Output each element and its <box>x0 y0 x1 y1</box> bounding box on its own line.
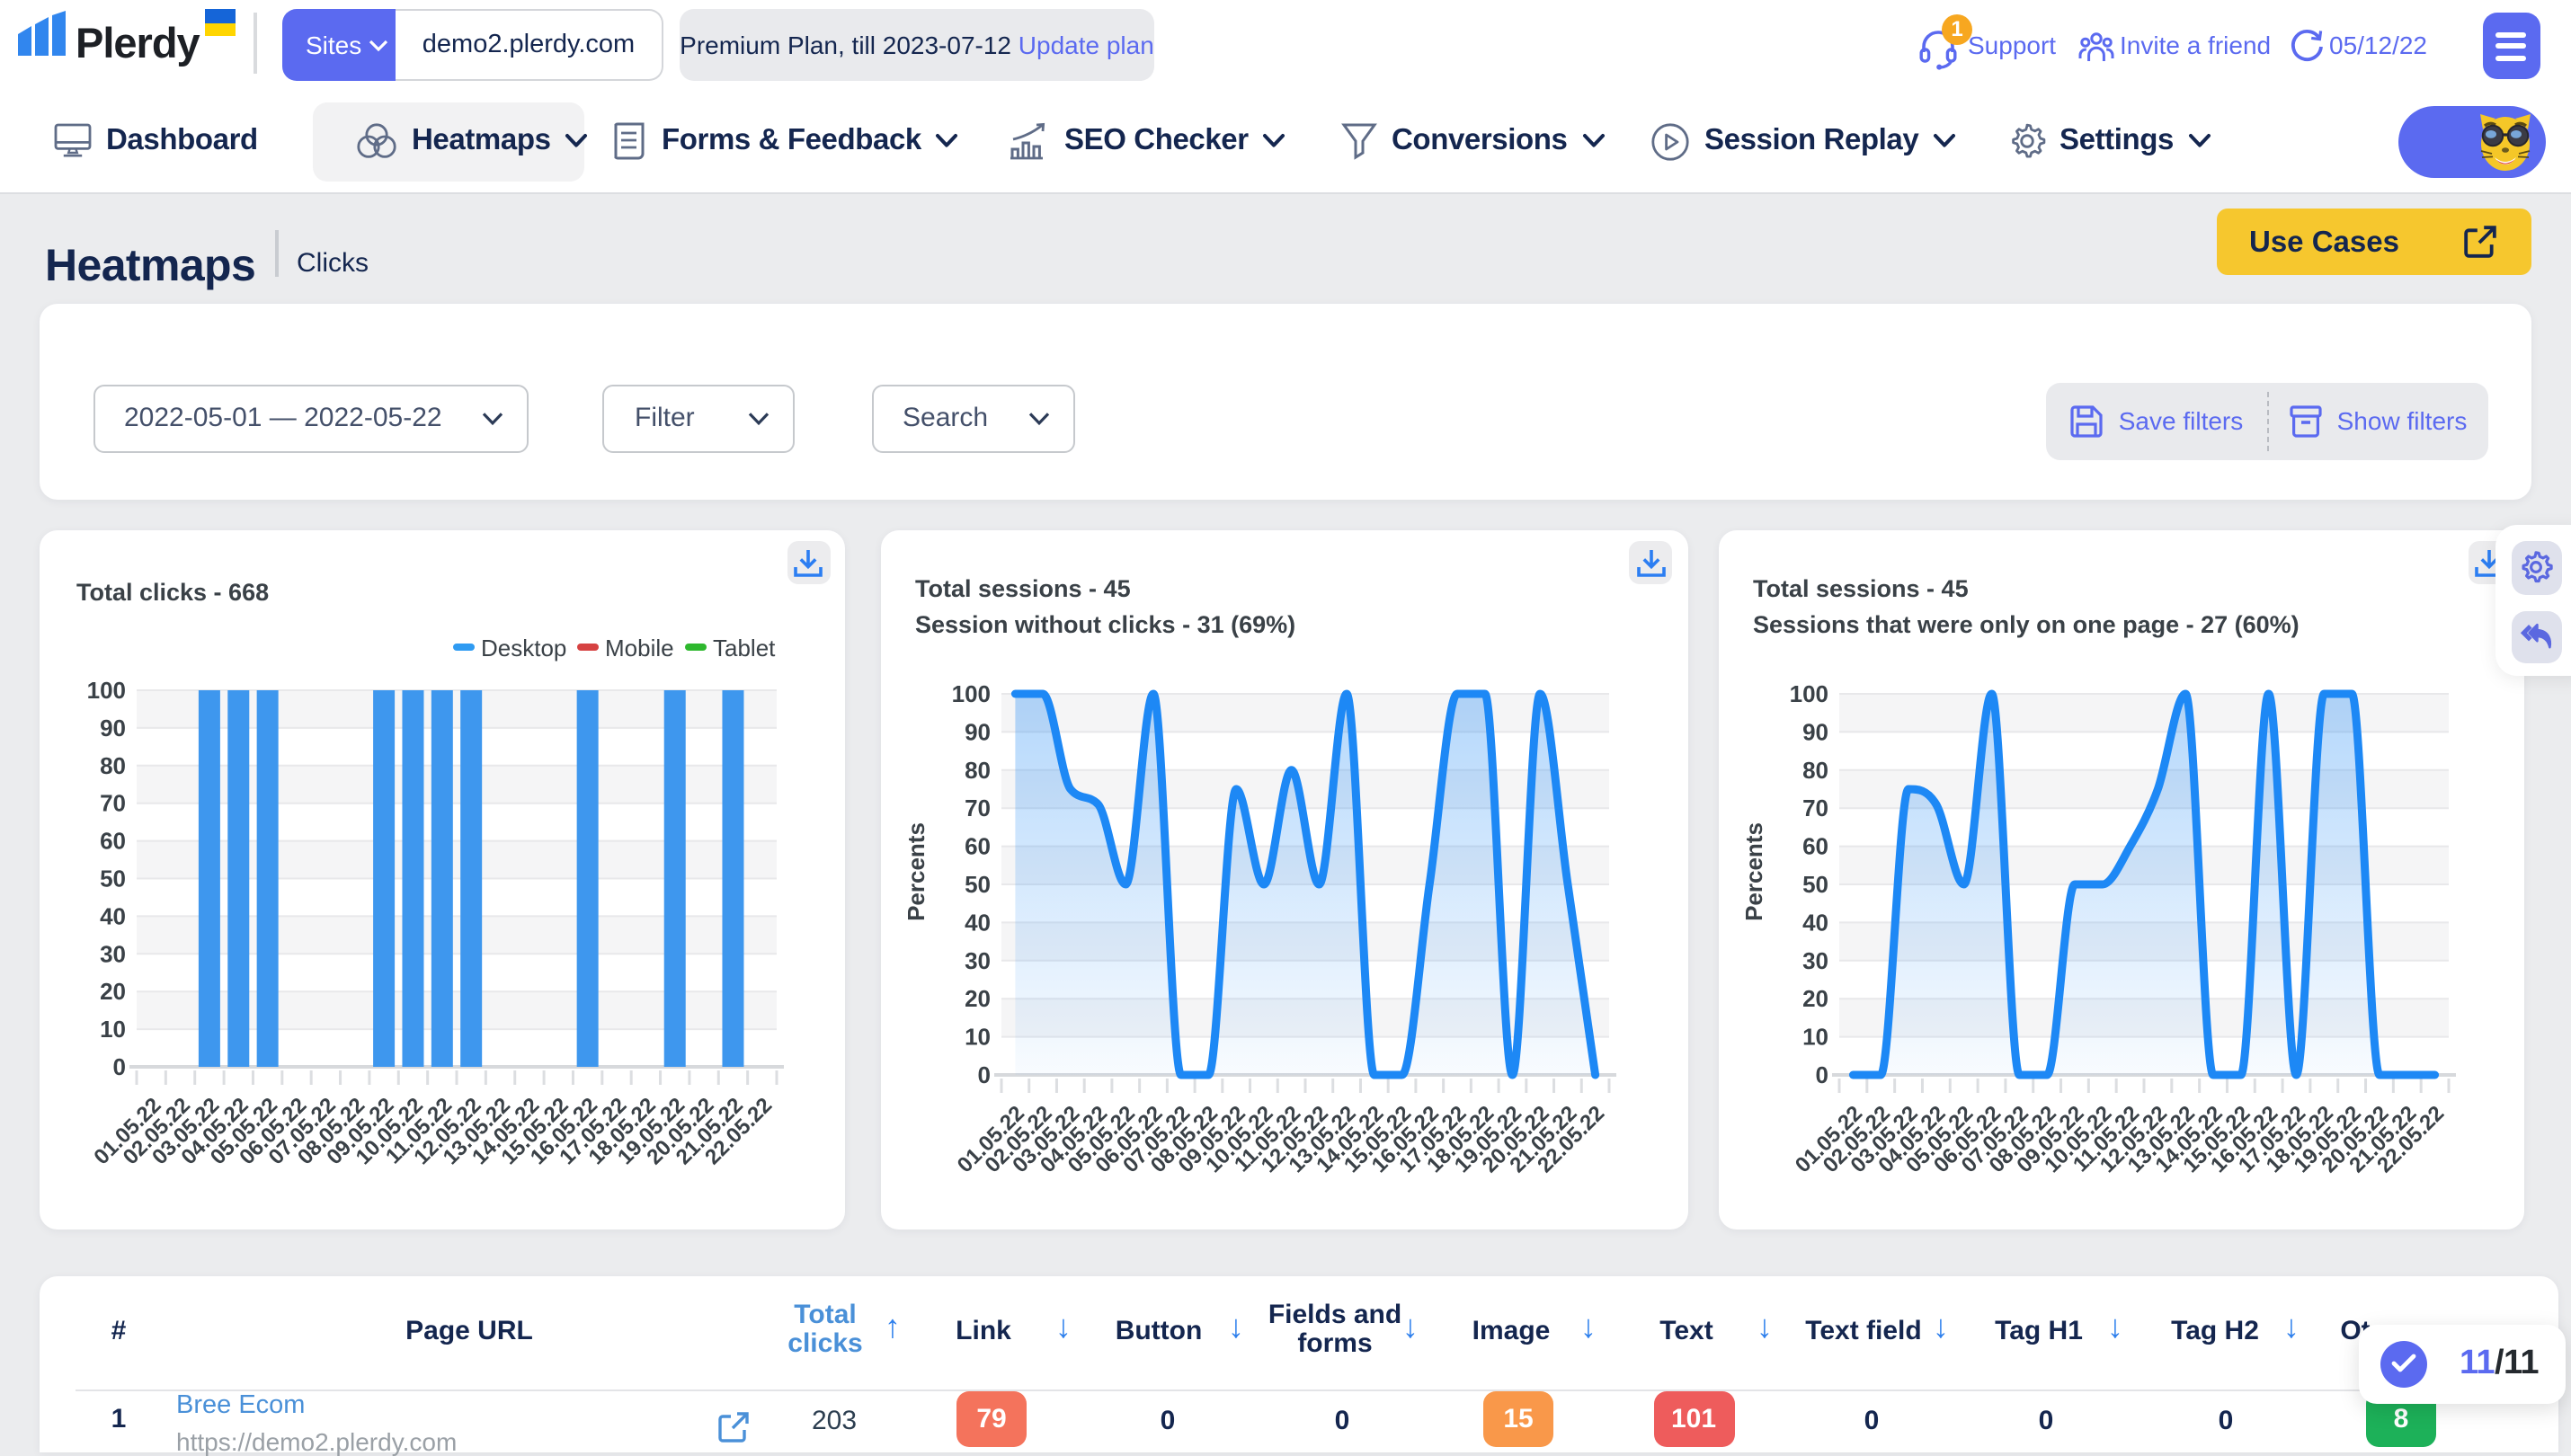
svg-text:40: 40 <box>1802 909 1828 936</box>
svg-text:90: 90 <box>1802 718 1828 745</box>
svg-text:0: 0 <box>1816 1061 1828 1088</box>
svg-text:50: 50 <box>965 871 991 898</box>
svg-text:50: 50 <box>1802 871 1828 898</box>
svg-text:Percents: Percents <box>1740 822 1767 921</box>
svg-text:70: 70 <box>965 795 991 821</box>
svg-text:30: 30 <box>1802 947 1828 974</box>
svg-text:80: 80 <box>1802 757 1828 784</box>
svg-text:70: 70 <box>100 790 126 817</box>
svg-text:80: 80 <box>965 757 991 784</box>
svg-text:90: 90 <box>965 718 991 745</box>
svg-text:90: 90 <box>100 715 126 741</box>
svg-text:60: 60 <box>965 833 991 860</box>
svg-text:20: 20 <box>100 978 126 1005</box>
svg-text:20: 20 <box>1802 985 1828 1012</box>
svg-text:40: 40 <box>965 909 991 936</box>
svg-text:10: 10 <box>100 1016 126 1043</box>
svg-text:Percents: Percents <box>903 822 930 921</box>
svg-text:30: 30 <box>965 947 991 974</box>
svg-text:60: 60 <box>1802 833 1828 860</box>
svg-text:0: 0 <box>978 1061 991 1088</box>
svg-text:10: 10 <box>965 1024 991 1051</box>
svg-text:20: 20 <box>965 985 991 1012</box>
svg-text:0: 0 <box>113 1053 126 1080</box>
svg-text:100: 100 <box>1790 680 1828 707</box>
svg-text:100: 100 <box>952 680 991 707</box>
svg-text:60: 60 <box>100 828 126 855</box>
svg-text:50: 50 <box>100 866 126 892</box>
svg-text:40: 40 <box>100 902 126 929</box>
svg-text:100: 100 <box>87 677 126 704</box>
svg-text:70: 70 <box>1802 795 1828 821</box>
svg-text:10: 10 <box>1802 1024 1828 1051</box>
svg-text:30: 30 <box>100 940 126 967</box>
svg-text:80: 80 <box>100 752 126 779</box>
